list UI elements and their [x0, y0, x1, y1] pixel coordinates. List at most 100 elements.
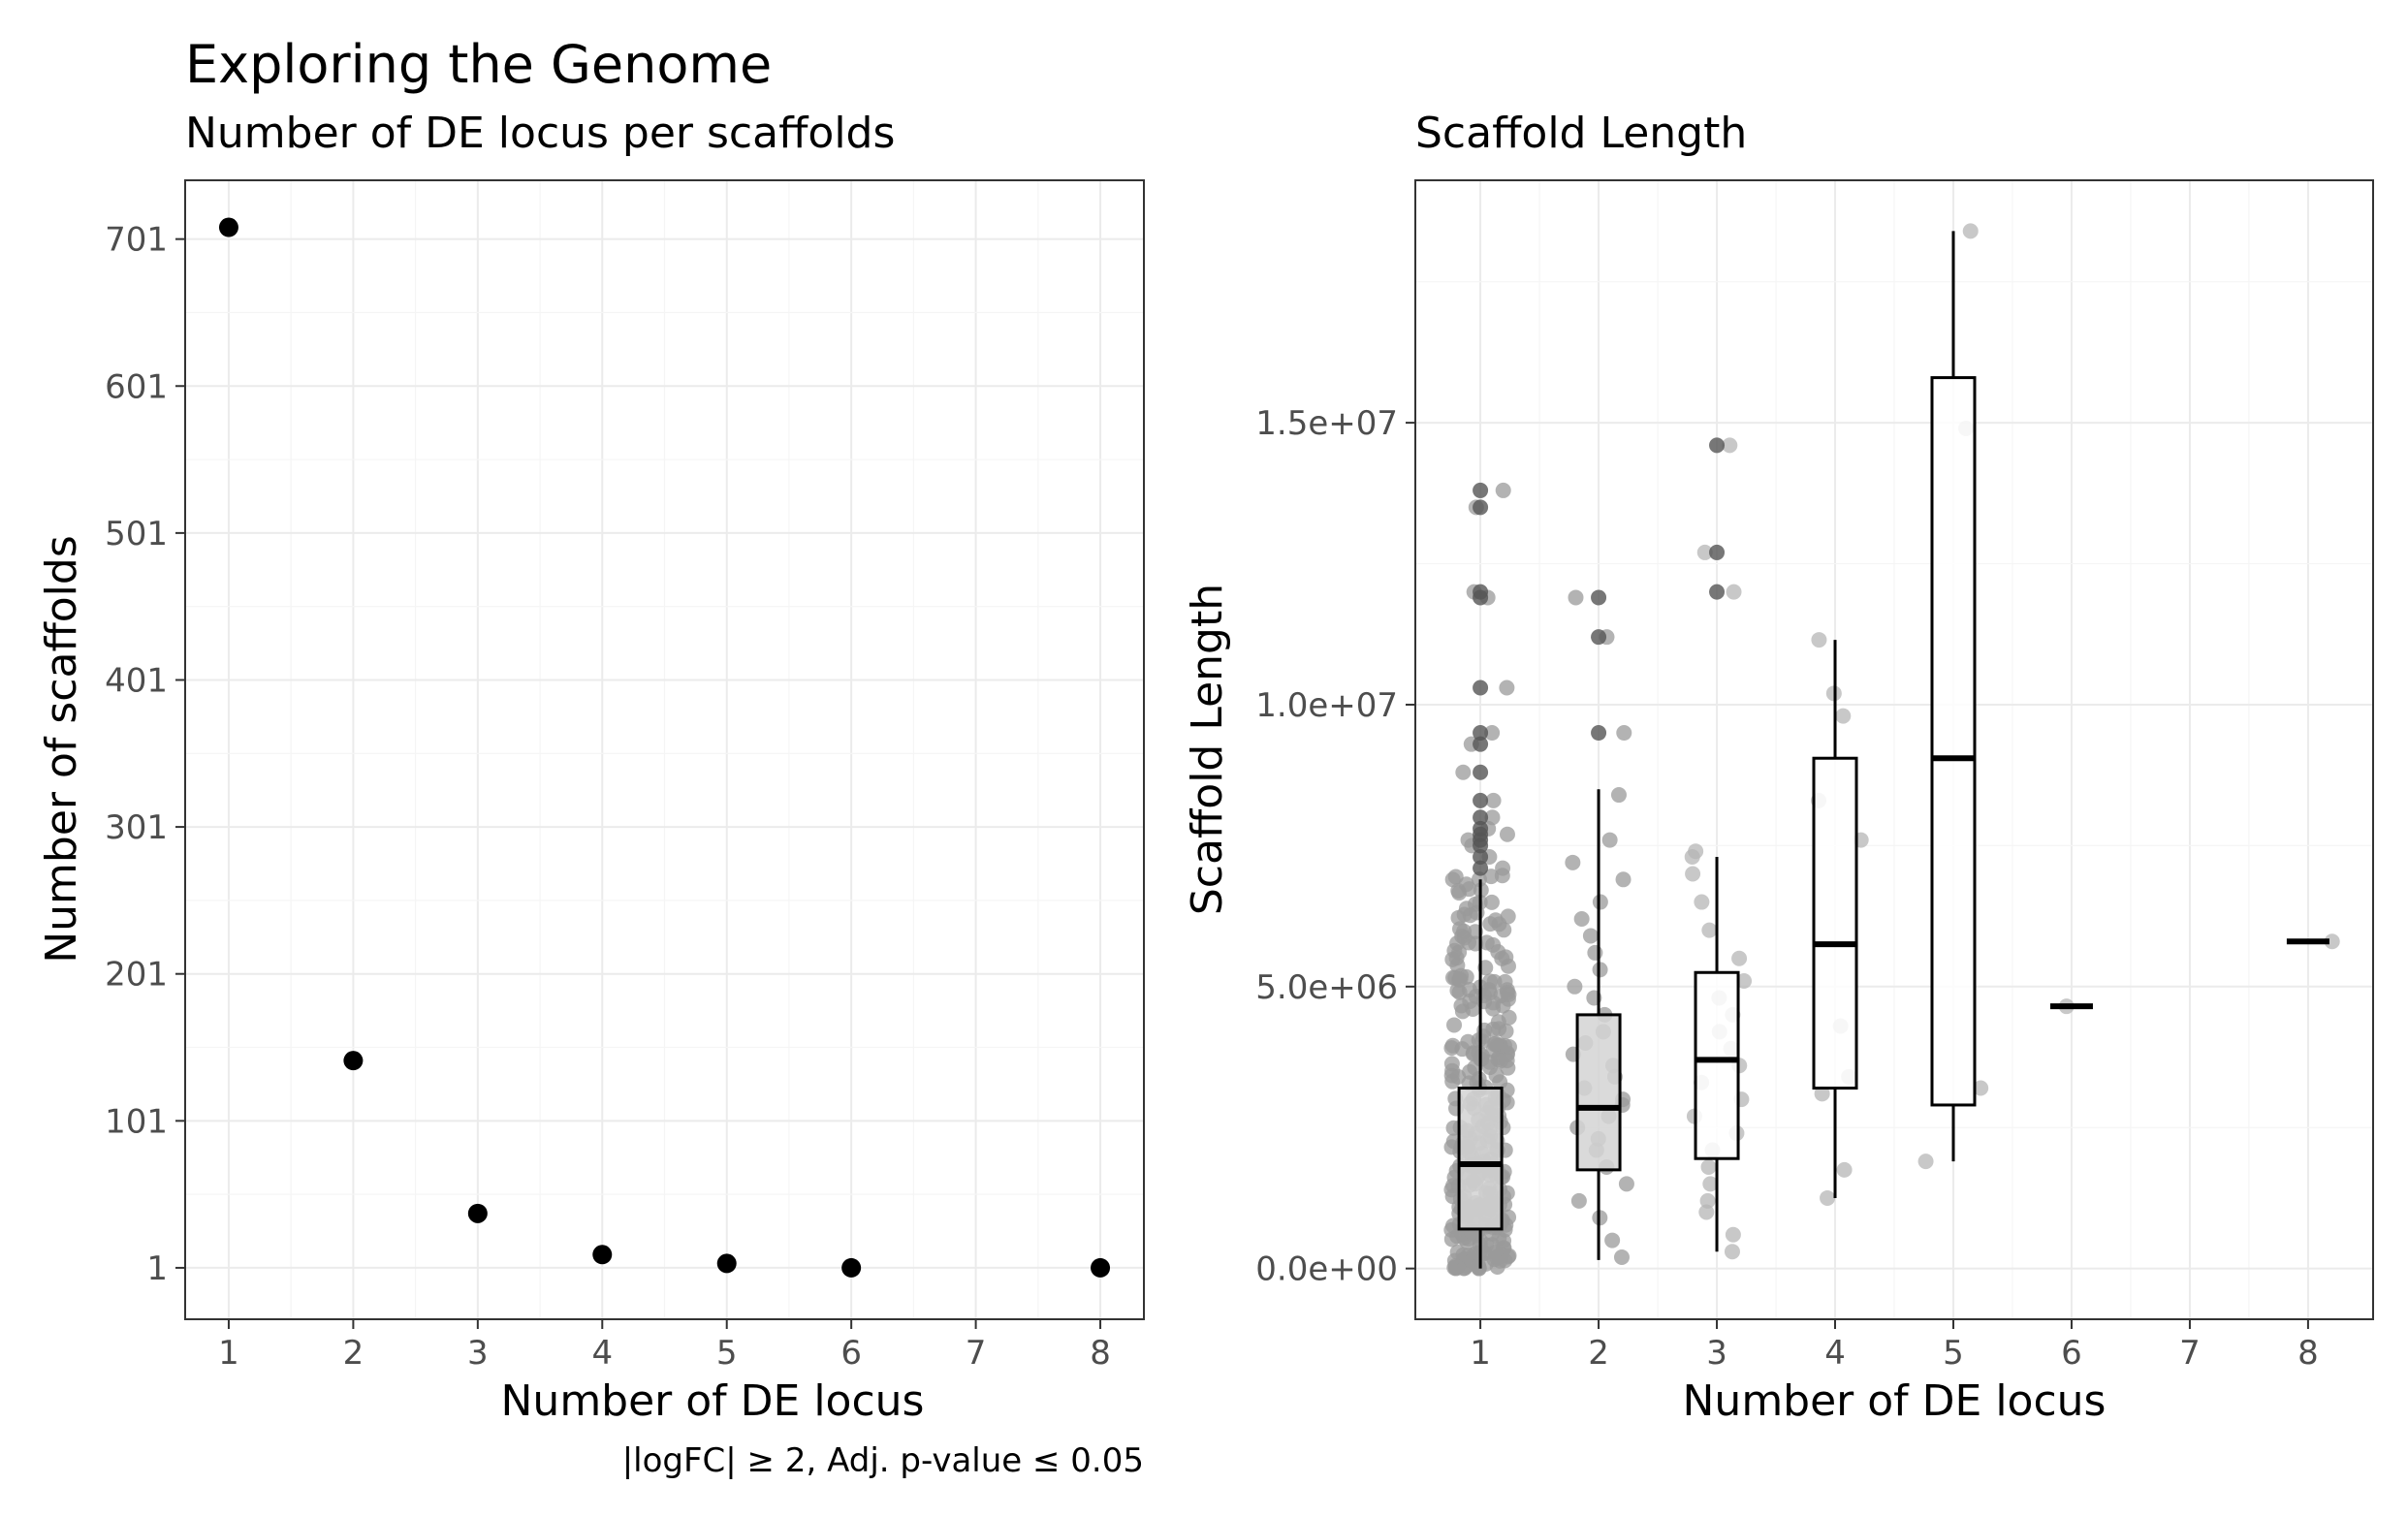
y-tick-label: 0.0e+00 [1255, 1250, 1398, 1289]
jitter-point [1835, 708, 1852, 724]
scatter-point [716, 1253, 737, 1274]
x-tick-label: 7 [966, 1334, 987, 1373]
box-outlier [1473, 820, 1489, 837]
box-body [1457, 1087, 1504, 1231]
x-tick-label: 4 [1824, 1334, 1846, 1373]
x-tick-label: 5 [716, 1334, 738, 1373]
jitter-point [1582, 928, 1599, 944]
y-tick-label: 701 [105, 221, 168, 260]
x-tick-label: 3 [1706, 1334, 1727, 1373]
jitter-point [1458, 1258, 1474, 1275]
y-tick-label: 5.0e+06 [1255, 968, 1398, 1007]
scatter-panel: 1 2 3 4 5 6 7 8 1 101 201 301 401 501 601 701 Number o… [37, 179, 1145, 1426]
y-tick-label: 401 [105, 661, 168, 700]
scatter-point [841, 1257, 862, 1278]
box-outlier [1473, 584, 1489, 600]
jitter-point [1592, 894, 1608, 910]
x-tick-label: 2 [343, 1334, 364, 1373]
jitter-point [1452, 971, 1469, 988]
jitter-point [1487, 1035, 1504, 1052]
jitter-point [1455, 764, 1472, 780]
jitter-point [1570, 1192, 1587, 1209]
jitter-point [1451, 984, 1468, 1000]
jitter-point [1722, 437, 1738, 454]
box-outlier [1709, 544, 1726, 560]
jitter-point [1685, 866, 1701, 882]
boxplot-y-ticks: 0.0e+00 5.0e+06 1.0e+07 1.5e+07 [1255, 404, 1415, 1289]
jitter-point [1618, 1176, 1634, 1192]
jitter-point [1726, 584, 1742, 600]
jitter-point [1811, 632, 1827, 648]
box-outlier [1473, 849, 1489, 866]
jitter-point [1500, 985, 1516, 1001]
scatter-point [592, 1245, 613, 1265]
jitter-point [1601, 832, 1618, 848]
jitter-point [1459, 1233, 1475, 1249]
boxplot-x-ticks: 1 2 3 4 5 6 7 8 [1470, 1319, 2319, 1373]
jitter-point [1699, 1192, 1716, 1209]
jitter-point [1736, 972, 1753, 989]
jitter-point [1610, 787, 1627, 804]
jitter-point [1724, 1244, 1740, 1260]
x-tick-label: 1 [218, 1334, 239, 1373]
jitter-point [1467, 1059, 1483, 1076]
jitter-point [1461, 881, 1477, 898]
jitter-point [1495, 482, 1511, 498]
y-tick-label: 1.5e+07 [1255, 404, 1398, 443]
box-outlier [1591, 725, 1607, 742]
jitter-point [1444, 1217, 1461, 1234]
x-tick-label: 2 [1588, 1334, 1609, 1373]
x-tick-label: 8 [2297, 1334, 2319, 1373]
figure-title: Exploring the Genome [185, 34, 772, 95]
box-outlier [1473, 860, 1489, 876]
jitter-point [1688, 843, 1704, 860]
jitter-point [1484, 809, 1501, 826]
jitter-point [1478, 1237, 1495, 1253]
x-tick-label: 6 [840, 1334, 862, 1373]
jitter-point [1443, 1040, 1460, 1057]
scatter-point [1091, 1257, 1111, 1278]
jitter-point [1478, 934, 1495, 951]
jitter-point [1500, 908, 1516, 925]
jitter-point [1917, 1154, 1934, 1170]
scatter-points [218, 217, 1111, 1278]
jitter-point [1485, 995, 1502, 1011]
jitter-point [1446, 1017, 1463, 1033]
x-tick-label: 4 [591, 1334, 613, 1373]
jitter-point [1481, 1059, 1498, 1076]
jitter-point [1499, 1053, 1515, 1069]
box-body [1575, 1013, 1622, 1172]
jitter-point [1725, 1226, 1741, 1243]
scatter-point [218, 217, 238, 237]
scatter-y-ticks: 1 101 201 301 401 501 601 701 [105, 221, 185, 1288]
box-outlier [1473, 764, 1489, 780]
boxplot-panel-border [1414, 179, 2374, 1320]
jitter-point [1450, 909, 1467, 926]
box-body [1812, 756, 1858, 1090]
jitter-point [1615, 871, 1632, 888]
boxplot-gridlines [1415, 180, 2373, 1319]
jitter-point [1443, 1067, 1460, 1084]
jitter-point [1484, 725, 1501, 742]
jitter-point [1565, 854, 1581, 870]
panel2-title: Scaffold Length [1415, 109, 1747, 158]
jitter-point [1460, 832, 1476, 848]
jitter-point [1587, 944, 1603, 961]
jitter-point [1443, 1139, 1460, 1155]
x-tick-label: 6 [2061, 1334, 2082, 1373]
jitter-point [1696, 544, 1713, 560]
jitter-point [1485, 792, 1502, 808]
y-tick-label: 101 [105, 1102, 168, 1141]
box-outlier [1591, 589, 1607, 606]
jitter-point [1465, 1046, 1481, 1062]
jitter-point [1702, 1176, 1719, 1192]
jitter-point [1820, 1189, 1836, 1206]
scatter-x-axis-label: Number of DE locus [501, 1376, 925, 1426]
jitter-point [1496, 922, 1512, 938]
jitter-point [1604, 1232, 1621, 1248]
box-outlier [1473, 499, 1489, 516]
y-tick-label: 1 [146, 1249, 168, 1288]
jitter-point [1499, 826, 1515, 842]
box-outlier [1473, 679, 1489, 696]
jitter-point [1444, 871, 1461, 888]
